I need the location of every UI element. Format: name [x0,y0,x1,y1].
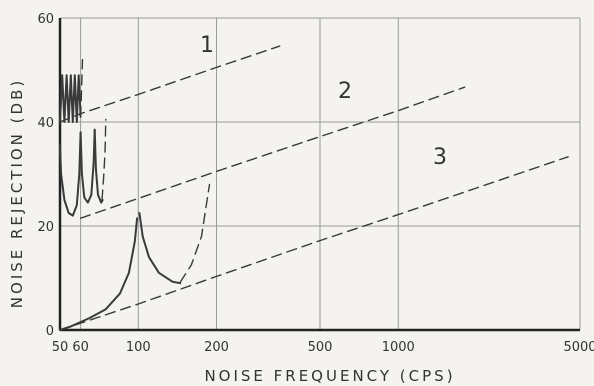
x-axis-label: NOISE FREQUENCY (CPS) [204,367,455,385]
y-axis-label: NOISE REJECTION (DB) [8,78,26,308]
resonance-curve [93,128,104,204]
axes [58,18,580,332]
series-line-1 [59,45,281,123]
grid [60,17,581,330]
x-tick-label: 200 [204,340,229,355]
dashed-resonance-curve [179,183,211,283]
series-line-3 [59,156,569,331]
series-group [59,45,569,331]
resonance-curve [59,131,82,217]
curve-label-2: 2 [338,79,352,104]
y-tick-label: 40 [37,116,54,131]
dashed-resonance-curve [101,118,107,201]
curve-label-3: 3 [433,145,447,170]
x-tick-label: 60 [72,340,89,355]
resonance-curve [59,74,82,123]
x-tick-label: 100 [126,340,151,355]
x-tick-label: 500 [308,340,333,355]
resonance-curve [79,128,96,204]
y-tick-label: 20 [37,220,54,235]
resonance-curve [59,217,139,331]
x-tick-label: 1000 [382,340,415,355]
curve-label-1: 1 [200,33,214,58]
series-line-2 [79,86,466,219]
y-tick-label: 60 [37,12,54,27]
resonance-curve [138,212,182,285]
x-tick-label: 50 [52,340,69,355]
x-tick-label: 5000 [563,340,594,355]
y-tick-label: 0 [46,324,54,339]
dashed-resonance-curve [79,58,84,118]
